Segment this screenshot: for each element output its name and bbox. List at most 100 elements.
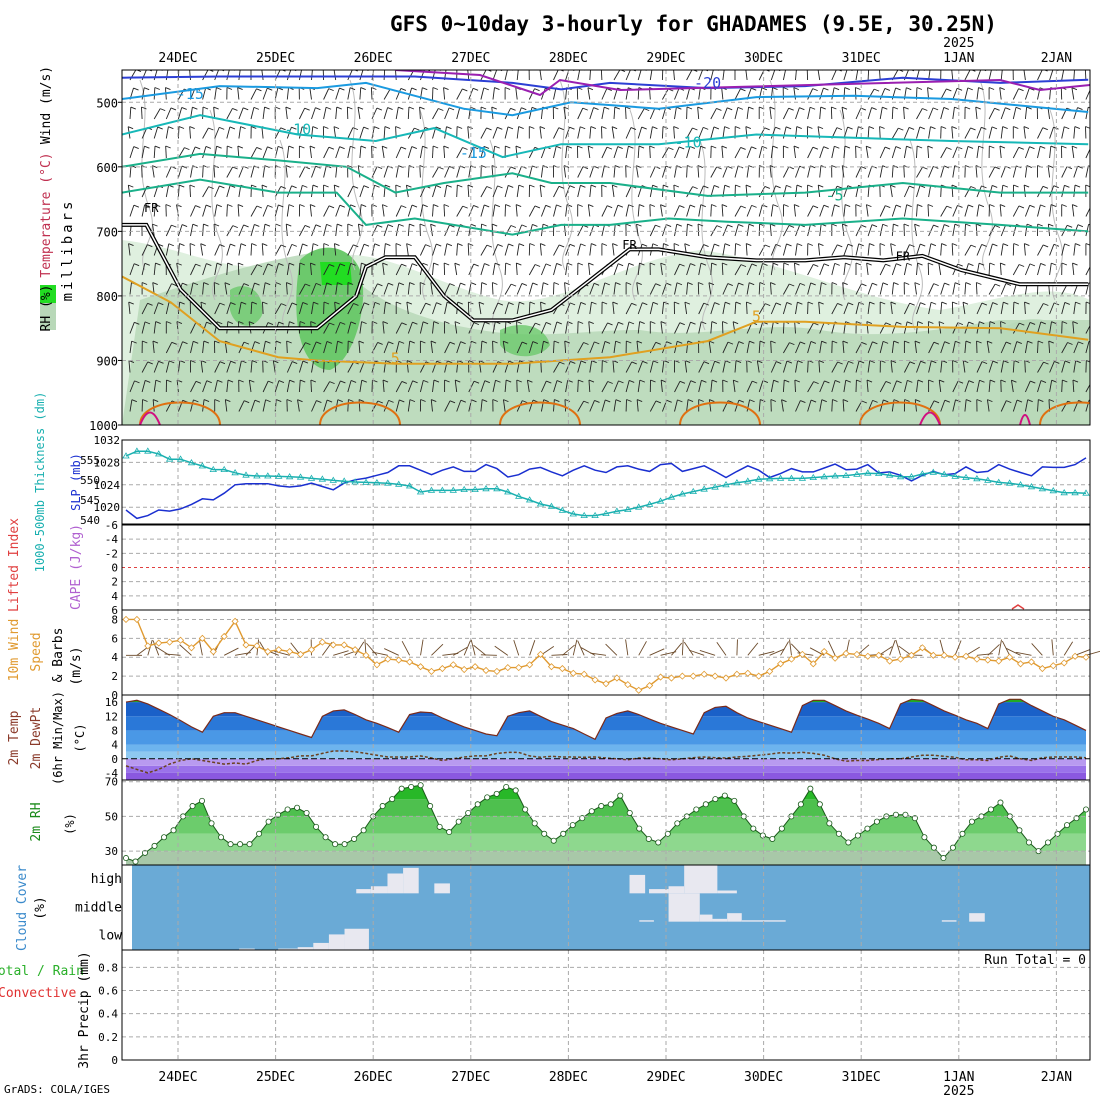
wind-barb-flag [994,107,1000,111]
wind-barb-flag [564,282,570,285]
wind-barb-flag [824,380,830,384]
wind-barb-flag [315,282,322,286]
wind-barb-flag [868,126,875,129]
thickness-point [842,471,850,478]
contour-label: 5 [391,350,400,368]
rh-shade-mid [122,250,1090,425]
wind10-point [242,641,250,649]
cloud-cell [239,948,255,950]
wind-barb [323,360,325,373]
wind-barb [831,399,833,412]
wind-barb [515,87,518,100]
wind10-point [536,650,545,658]
wind-barb [807,264,814,276]
wind-barb-flag [807,243,813,246]
wind-barb-flag [273,360,279,364]
wind10-barb [420,639,424,656]
wind-barb [250,243,253,256]
contour-label: FR [896,249,911,263]
slp-tick-label: 1032 [94,434,121,447]
wind-barb-flag [254,399,261,403]
wind-barb-flag [818,243,824,246]
y-tick-label: 800 [96,290,118,304]
wind-barb-flag [472,87,479,91]
bottom-date-label: 27DEC [451,1070,490,1085]
wind-barb-flag [292,361,298,364]
wind-barb [456,165,461,178]
wind-barb [407,282,411,295]
wind-barb [988,262,991,276]
wind-barb-flag [238,321,244,324]
wind-barb [952,282,956,295]
wind-barb-flag [141,282,148,285]
wind10-barb [551,654,568,656]
cloud-row-label: high [91,872,122,887]
wind10-point [1060,659,1068,667]
wind-barb-flag [131,340,137,344]
wind-barb [432,185,437,198]
wind-barb-flag [256,88,262,92]
wind-barb-flag [751,146,757,150]
wind-barb [1071,87,1075,100]
wind-barb [395,165,399,178]
temp-tick-label: 8 [111,724,118,737]
wind-barb [454,321,458,334]
wind-barb-flag [783,204,789,207]
wind-barb [540,341,544,354]
wind-barb [395,205,402,217]
wind-barb-flag [1092,323,1097,325]
wind-barb-flag [812,205,819,209]
wind-barb-flag [486,244,493,248]
wind-barb-flag [179,301,185,305]
wind-barb-flag [783,262,789,266]
wind-barb-flag [679,205,685,208]
wind-barb [371,283,378,295]
wind-barb [807,205,814,217]
wind-barb-flag [412,263,418,267]
wind-barb-flag [460,341,466,345]
wind10-point [744,669,752,677]
wind-barb [311,341,317,354]
top-date-label: 27DEC [451,51,490,66]
wind-barb [202,223,204,237]
wind-barb [468,322,475,334]
thickness-point [733,479,741,486]
wind-barb [962,302,966,315]
wind-barb [940,360,943,373]
wind-barb [432,204,434,217]
wind-barb-flag [1018,146,1024,150]
wind-barb [879,341,884,354]
wind-barb-flag [981,185,987,189]
wind-barb-flag [425,302,431,306]
wind-barb-flag [847,243,854,247]
rh2m-point [246,841,253,848]
thickness-point [187,459,196,466]
thickness-point [242,471,250,478]
wind-barb [298,379,301,393]
wind-barb-flag [229,126,236,130]
cloud-cell [328,934,345,950]
thickness-point [133,447,141,454]
wind10-point [351,646,359,654]
wind10-barb [590,652,607,656]
wind-barb [807,147,814,159]
wind-barb-flag [788,224,795,228]
wind-barb [625,303,632,315]
rh2m-point [693,806,700,813]
wind-barb-flag [708,340,715,344]
wind-barb [734,165,739,178]
wind-barb-flag [914,282,920,286]
wind-barb-flag [420,282,426,285]
upper-air-panel: -20-15-15-10-10-5FRFRFR55500600700800900… [89,70,1097,433]
wind-barb [444,243,448,256]
wind-barb-flag [323,184,329,188]
wind-barb [553,87,557,100]
wind-barb [1047,165,1051,178]
wind10-point [635,686,643,694]
wind-barb [914,282,917,295]
wind-barb-flag [818,184,824,188]
wind-barb-flag [334,243,340,246]
wind-barb-flag [1002,243,1009,247]
wind-barb [323,147,330,159]
wind-barb [746,205,753,217]
